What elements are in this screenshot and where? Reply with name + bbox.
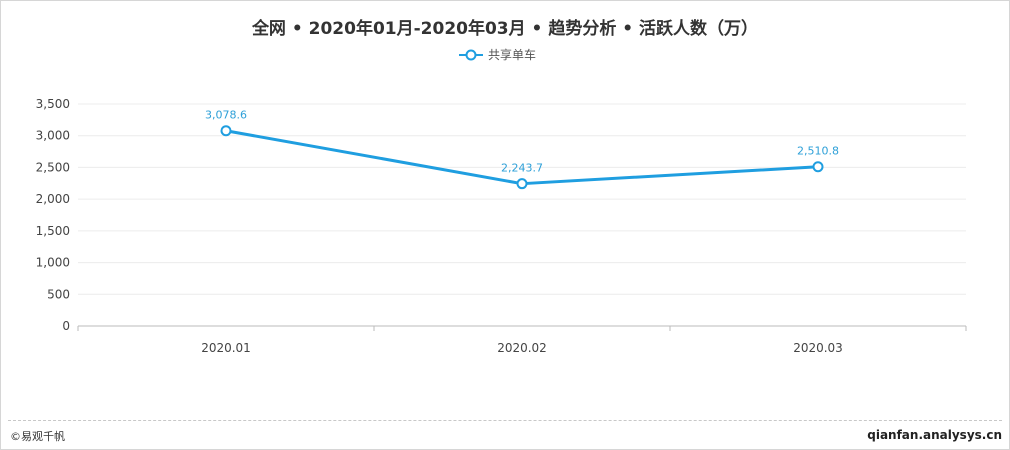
y-tick-label: 0 bbox=[62, 319, 70, 333]
data-point[interactable] bbox=[220, 125, 232, 137]
gridlines bbox=[78, 103, 966, 295]
legend-label: 共享单车 bbox=[488, 48, 537, 62]
legend-line-marker-icon bbox=[459, 49, 483, 60]
y-tick-label: 2,000 bbox=[36, 192, 70, 206]
y-tick-label: 3,000 bbox=[36, 129, 70, 143]
x-axis: 2020.01 2020.02 2020.03 bbox=[77, 325, 967, 355]
data-point[interactable] bbox=[516, 178, 528, 190]
chart-title: 全网 • 2020年01月-2020年03月 • 趋势分析 • 活跃人数（万） bbox=[251, 19, 759, 39]
copyright-text: ©易观千帆 bbox=[10, 430, 65, 443]
data-point[interactable] bbox=[812, 161, 824, 173]
series-line bbox=[225, 129, 819, 186]
site-url[interactable]: qianfan.analysys.cn bbox=[867, 428, 1002, 442]
x-tick-label: 2020.02 bbox=[497, 341, 547, 355]
y-tick-label: 2,500 bbox=[36, 160, 70, 174]
footer-divider bbox=[8, 420, 1002, 421]
series-shared-bike: 3,078.6 2,243.7 2,510.8 bbox=[205, 109, 839, 190]
data-label: 2,243.7 bbox=[501, 162, 543, 175]
y-tick-label: 3,500 bbox=[36, 97, 70, 111]
y-tick-label: 500 bbox=[47, 287, 70, 301]
x-tick-label: 2020.01 bbox=[201, 341, 251, 355]
x-tick-label: 2020.03 bbox=[793, 341, 843, 355]
data-label: 3,078.6 bbox=[205, 109, 247, 122]
legend[interactable]: 共享单车 bbox=[458, 46, 536, 63]
y-tick-label: 1,500 bbox=[36, 224, 70, 238]
y-axis: 0 500 1,000 1,500 2,000 2,500 3,000 3,500 bbox=[36, 97, 70, 333]
data-label: 2,510.8 bbox=[797, 145, 839, 158]
line-chart: 0 500 1,000 1,500 2,000 2,500 3,000 3,500 2020.… bbox=[36, 97, 967, 355]
y-tick-label: 1,000 bbox=[36, 256, 70, 270]
